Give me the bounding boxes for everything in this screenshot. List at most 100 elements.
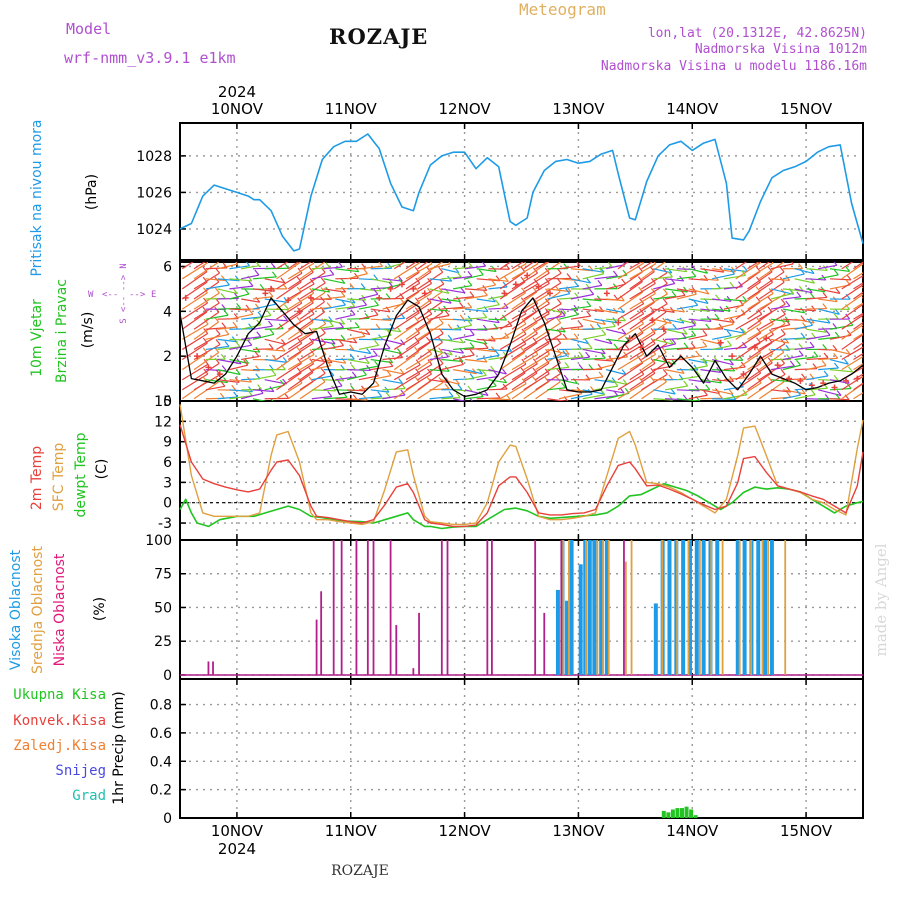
wind-barb [582, 318, 606, 325]
wind-barb [547, 387, 566, 391]
wind-barb [767, 306, 773, 313]
wind-barb [284, 392, 290, 399]
wind-barb [700, 278, 719, 281]
wind-barb [612, 270, 618, 277]
wind-barb [488, 325, 512, 330]
wind-barb [459, 359, 464, 365]
wind-barb [335, 326, 360, 330]
wind-barb [215, 267, 221, 274]
low-cloud-bar [355, 540, 358, 675]
wind-barb [771, 278, 790, 281]
wind-barb [245, 262, 251, 267]
wind-barb [373, 274, 379, 281]
wind-barb [326, 360, 332, 367]
mid-cloud-bar [698, 540, 701, 675]
model-name: wrf-nmm_v3.9.1 e1km [64, 49, 236, 67]
wind-barb [311, 288, 330, 293]
wind-barb [231, 384, 237, 391]
wind-barb [229, 344, 252, 351]
wind-barb [280, 338, 286, 345]
wind-barb [875, 268, 879, 273]
wind-barb [268, 343, 274, 350]
wind-barb [247, 390, 253, 397]
wind-barb [874, 307, 878, 312]
panel-frame [179, 539, 864, 680]
wind-barb [820, 286, 826, 293]
wind-barb [501, 368, 507, 375]
wind-barb [385, 392, 391, 399]
wind-barb [796, 359, 801, 366]
wind-barb [829, 387, 852, 391]
wind-barb [276, 351, 302, 371]
wind-barb [453, 347, 475, 351]
wind-barb [535, 333, 562, 350]
wind-barb [768, 277, 773, 283]
wind-barb [846, 274, 852, 281]
wind-gust-marker [194, 353, 201, 360]
wind-gust-marker [421, 290, 428, 297]
wind-barb [311, 318, 333, 323]
wind-barb [181, 292, 208, 310]
low-cloud-bar [389, 540, 392, 675]
precip-legend-snow: Snijeg [55, 763, 106, 779]
wind-barb [499, 313, 527, 330]
low-cloud-bar [412, 668, 415, 675]
high-cloud-bar [578, 564, 583, 675]
low-cloud-bar [395, 625, 398, 675]
wind-barb [241, 316, 263, 320]
y-tick-label: 0.4 [150, 754, 172, 770]
wind-barb [464, 347, 489, 351]
wind-barb [393, 332, 420, 350]
wind-barb [476, 338, 496, 342]
wind-barb [566, 273, 572, 279]
wind-barb [747, 362, 773, 381]
low-cloud-bar [418, 612, 420, 675]
wind-barb [354, 322, 360, 328]
wind-barb [841, 324, 863, 340]
wind-barb [490, 296, 496, 303]
wind-gust-marker [740, 371, 747, 378]
wind-barb [382, 328, 401, 333]
wind-barb [676, 335, 696, 340]
wind-barb [700, 338, 722, 345]
wind-barb [287, 313, 315, 330]
wind-barb [217, 346, 241, 351]
wind-barb [323, 278, 345, 284]
wind-barb [821, 360, 827, 366]
wind-gust-marker [774, 362, 781, 369]
wind-barb [476, 268, 497, 273]
wind-barb [203, 297, 209, 304]
wind-barb [606, 308, 625, 314]
wind-barb [853, 342, 863, 350]
wind-barb [841, 314, 863, 330]
mid-cloud-bar [585, 540, 587, 675]
wind-barb [347, 335, 366, 340]
wind-barb [771, 389, 791, 393]
wind-barb [735, 352, 761, 371]
wind-barb [704, 288, 710, 295]
wind-barb [770, 365, 795, 371]
wind-barb [321, 247, 325, 252]
mid-cloud-bar [602, 540, 604, 675]
wind-barb [370, 365, 393, 371]
compass-west: W [88, 290, 94, 300]
wind-barb [488, 268, 510, 270]
wind-barb [347, 348, 371, 355]
wind-barb [323, 304, 346, 310]
wind-barb [688, 278, 708, 281]
wind-barb [387, 277, 393, 284]
wind-barb [276, 262, 289, 270]
low-cloud-bar [543, 612, 546, 675]
wind-barb [193, 281, 220, 300]
wind-barb [495, 392, 501, 399]
wind-barb [523, 333, 550, 350]
wind-barb [429, 356, 449, 361]
y-tick-label: 2 [163, 349, 172, 365]
wind-barb [452, 398, 467, 401]
wind-barb [441, 397, 461, 400]
wind-barb [241, 369, 260, 372]
wind-barb [523, 272, 550, 290]
wind-barb [875, 349, 879, 354]
wind-barb [276, 281, 302, 300]
wind-barb [544, 247, 548, 252]
